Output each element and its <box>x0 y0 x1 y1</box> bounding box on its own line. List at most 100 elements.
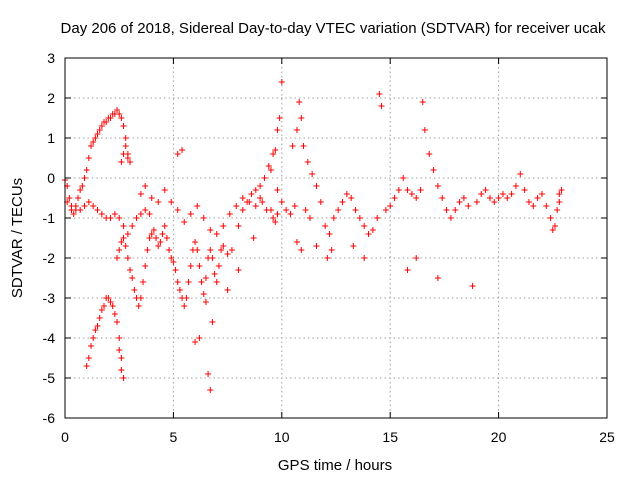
data-point <box>120 235 127 241</box>
data-point <box>118 159 125 165</box>
data-point <box>387 203 394 209</box>
data-point <box>116 215 123 221</box>
data-point <box>194 203 201 209</box>
data-point <box>417 187 424 193</box>
data-point <box>200 215 207 221</box>
data-point <box>131 287 138 293</box>
data-point <box>278 199 285 205</box>
x-axis-label: GPS time / hours <box>278 457 392 474</box>
data-point <box>207 247 214 253</box>
data-point <box>142 263 149 269</box>
data-point <box>96 127 103 133</box>
data-point <box>508 191 515 197</box>
data-point <box>556 199 563 205</box>
data-point <box>404 267 411 273</box>
data-point <box>124 231 131 237</box>
data-point <box>287 211 294 217</box>
data-point <box>378 103 385 109</box>
data-point <box>168 199 175 205</box>
data-point <box>350 243 357 249</box>
data-point <box>374 215 381 221</box>
data-point <box>90 335 97 341</box>
data-point <box>181 303 188 309</box>
x-tick-label: 20 <box>491 429 507 445</box>
data-point <box>202 299 209 305</box>
data-point <box>293 239 300 245</box>
data-points <box>62 79 565 393</box>
data-point <box>124 151 131 157</box>
data-point <box>85 199 92 205</box>
data-point <box>114 107 121 113</box>
data-point <box>352 207 359 213</box>
data-point <box>252 203 259 209</box>
data-point <box>218 247 225 253</box>
data-point <box>98 307 105 313</box>
data-point <box>133 215 140 221</box>
data-point <box>430 167 437 173</box>
data-point <box>83 167 90 173</box>
data-point <box>118 367 125 373</box>
data-point <box>116 111 123 117</box>
data-point <box>298 247 305 253</box>
y-tick-label: -5 <box>43 370 56 386</box>
data-point <box>235 267 242 273</box>
y-tick-label: -4 <box>43 330 56 346</box>
data-point <box>94 323 101 329</box>
data-point <box>233 203 240 209</box>
data-point <box>107 215 114 221</box>
data-point <box>272 147 279 153</box>
data-point <box>413 255 420 261</box>
data-point <box>250 235 257 241</box>
data-point <box>302 207 309 213</box>
data-point <box>146 235 153 241</box>
y-tick-labels: -6 -5 -4 -3 -2 -1 0 1 2 3 <box>43 50 56 426</box>
data-point <box>181 219 188 225</box>
x-tick-labels: 0 5 10 15 20 25 <box>61 429 615 445</box>
data-point <box>66 195 73 201</box>
data-point <box>261 175 268 181</box>
data-point <box>142 183 149 189</box>
data-point <box>209 319 216 325</box>
data-point <box>252 187 259 193</box>
data-point <box>94 131 101 137</box>
data-point <box>465 203 472 209</box>
data-point <box>159 231 166 237</box>
data-point <box>239 207 246 213</box>
data-point <box>452 207 459 213</box>
data-point <box>198 279 205 285</box>
data-point <box>244 199 251 205</box>
data-point <box>274 127 281 133</box>
data-point <box>439 195 446 201</box>
data-point <box>85 355 92 361</box>
data-point <box>70 211 77 217</box>
data-point <box>98 211 105 217</box>
data-point <box>224 287 231 293</box>
data-point <box>129 275 136 281</box>
data-point <box>174 151 181 157</box>
data-point <box>209 255 216 261</box>
data-point <box>263 207 270 213</box>
data-point <box>517 171 524 177</box>
data-point <box>187 263 194 269</box>
data-point <box>220 223 227 229</box>
data-point <box>116 347 123 353</box>
data-point <box>554 207 561 213</box>
data-point <box>226 211 233 217</box>
data-point <box>94 207 101 213</box>
data-point <box>267 167 274 173</box>
data-point <box>120 223 127 229</box>
data-point <box>146 211 153 217</box>
data-point <box>298 115 305 121</box>
y-tick-label: 2 <box>47 90 55 106</box>
data-point <box>211 271 218 277</box>
data-point <box>213 231 220 237</box>
data-point <box>382 207 389 213</box>
data-point <box>395 187 402 193</box>
x-tick-label: 0 <box>61 429 69 445</box>
data-point <box>77 207 84 213</box>
data-point <box>328 247 335 253</box>
data-point <box>228 247 235 253</box>
data-point <box>283 207 290 213</box>
data-point <box>85 155 92 161</box>
data-point <box>148 195 155 201</box>
